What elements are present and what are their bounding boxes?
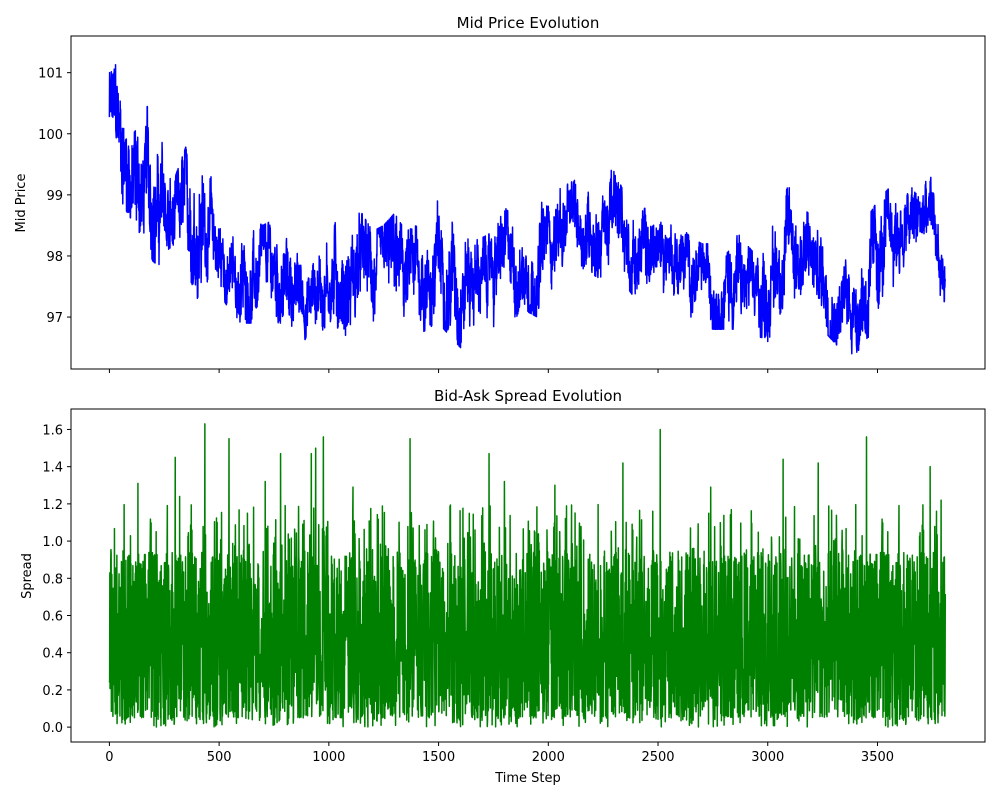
y-tick-label: 0.8: [42, 572, 63, 587]
mid-price-frame: [70, 35, 986, 370]
spread-axes: Bid-Ask Spread Evolution Spread Time Ste…: [20, 387, 986, 786]
spread-xlabel: Time Step: [494, 771, 561, 786]
spread-frame: [70, 408, 986, 743]
y-tick-label: 1.4: [42, 461, 63, 476]
mid-price-axes: Mid Price Evolution Mid Price 97 98 99 100 1…: [14, 14, 986, 373]
y-tick-label: 97: [46, 311, 63, 326]
x-tick-label: 3500: [861, 750, 894, 765]
mid-price-plot-area: [108, 64, 947, 355]
y-tick-label: 0.4: [42, 647, 63, 662]
spread-ylabel: Spread: [20, 553, 35, 599]
x-tick-label: 1500: [422, 750, 455, 765]
y-tick-label: 1.6: [42, 423, 63, 438]
mid-price-title: Mid Price Evolution: [457, 14, 600, 32]
y-tick-label: 0.6: [42, 609, 63, 624]
y-tick-label: 0.2: [42, 684, 63, 699]
y-tick-label: 101: [38, 67, 63, 82]
x-tick-label: 2000: [532, 750, 565, 765]
y-tick-label: 1.2: [42, 498, 63, 513]
y-tick-label: 99: [46, 189, 63, 204]
spread-title: Bid-Ask Spread Evolution: [434, 387, 622, 405]
x-tick-label: 500: [207, 750, 232, 765]
x-tick-label: 0: [105, 750, 113, 765]
mid-price-ylabel: Mid Price: [14, 174, 29, 233]
mid-price-line: [108, 64, 947, 355]
y-tick-label: 100: [38, 128, 63, 143]
mid-price-ticks: 97 98 99 100 101: [38, 67, 878, 373]
y-tick-label: 98: [46, 250, 63, 265]
spread-plot-area: [108, 423, 947, 728]
x-tick-label: 1000: [312, 750, 345, 765]
x-tick-label: 3000: [751, 750, 784, 765]
y-tick-label: 0.0: [42, 721, 63, 736]
x-tick-label: 2500: [641, 750, 674, 765]
y-tick-label: 1.0: [42, 535, 63, 550]
spread-ticks: 0 500 1000 1500 2000 2500 3000 3500 0.0 0.2 0.4 0.6…: [42, 423, 894, 765]
spread-line: [108, 423, 947, 728]
